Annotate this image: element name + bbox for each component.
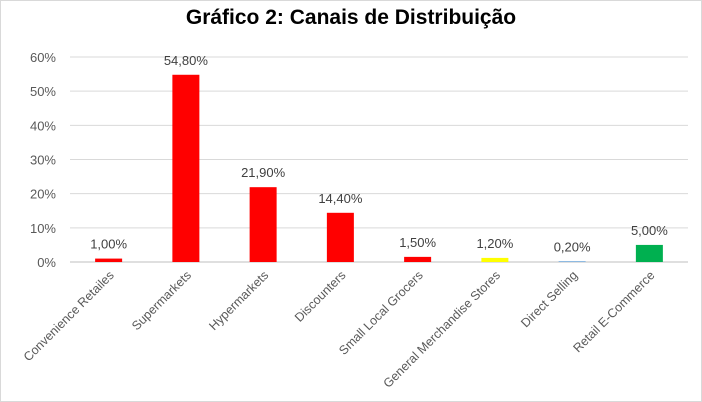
bar [172, 74, 200, 263]
data-label: 14,40% [318, 191, 363, 206]
x-tick-label: Discounters [292, 268, 349, 325]
data-label: 0,20% [554, 239, 591, 254]
y-tick-label: 60% [30, 50, 56, 65]
data-label: 54,80% [164, 53, 209, 68]
x-tick-label: Convenience Retailes [21, 268, 117, 364]
y-tick-label: 50% [30, 84, 56, 99]
data-label: 1,20% [476, 236, 513, 251]
chart-title: Gráfico 2: Canais de Distribuição [185, 6, 517, 29]
x-tick-label: Small Local Grocers [336, 268, 425, 357]
bar [558, 261, 586, 262]
data-label: 1,00% [90, 237, 127, 252]
x-tick-label: Hypermarkets [206, 268, 271, 333]
data-label: 1,50% [399, 235, 436, 250]
x-tick-label: Supermarkets [129, 268, 194, 333]
y-tick-label: 20% [30, 187, 56, 202]
bar [326, 212, 354, 262]
y-tick-label: 40% [30, 118, 56, 133]
data-label: 5,00% [631, 223, 668, 238]
x-tick-label: Retail E-Commerce [570, 268, 657, 355]
bar [635, 244, 663, 262]
bar [481, 257, 509, 262]
bar [249, 187, 277, 262]
data-label: 21,90% [241, 165, 286, 180]
bar [95, 258, 123, 262]
y-tick-label: 10% [30, 221, 56, 236]
bar [404, 256, 432, 262]
y-tick-label: 30% [30, 153, 56, 168]
y-tick-label: 0% [37, 255, 56, 270]
x-tick-label: Direct Selling [518, 268, 580, 330]
